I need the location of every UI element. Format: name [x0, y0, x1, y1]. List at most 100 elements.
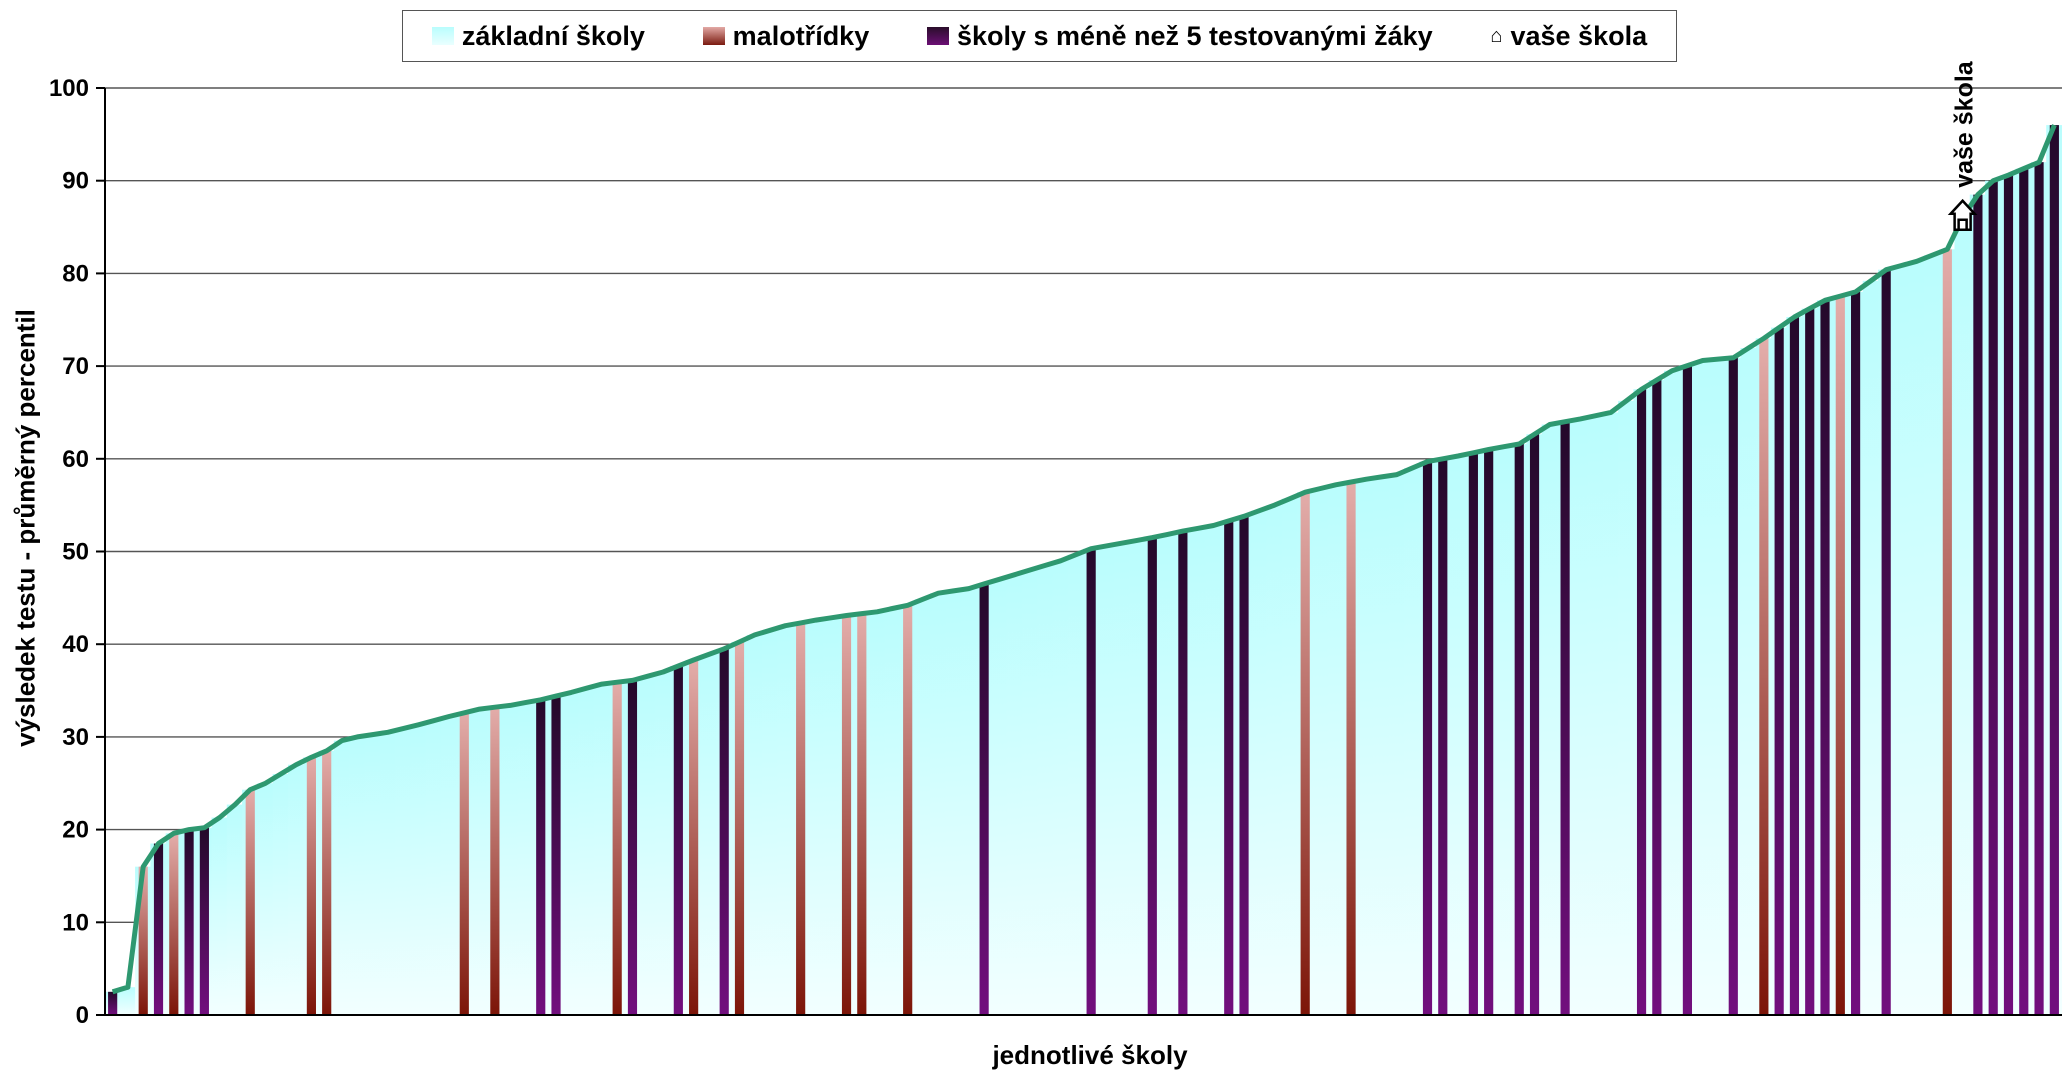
bar-male-skoly	[1178, 531, 1188, 1015]
legend-label-zakladni: základní školy	[461, 20, 645, 51]
bar-zakladni	[1098, 545, 1115, 1015]
bar-zakladni	[440, 716, 458, 1015]
bar-male-skoly	[1147, 537, 1157, 1015]
bar-zakladni	[272, 773, 289, 1015]
bar-zakladni	[884, 608, 901, 1015]
legend-item-zakladni: základní školy	[431, 20, 645, 52]
y-tick-label: 30	[62, 724, 89, 751]
bar-malotridky	[1300, 492, 1310, 1015]
bar-male-skoly	[719, 648, 729, 1015]
bar-zakladni	[1893, 265, 1910, 1015]
bar-zakladni	[1266, 505, 1283, 1015]
bar-male-skoly	[1728, 357, 1738, 1016]
bar-zakladni	[471, 709, 488, 1015]
bar-malotridky	[903, 605, 913, 1015]
y-tick-label: 10	[62, 909, 89, 936]
bar-male-skoly	[1682, 365, 1693, 1016]
bar-male-skoly	[1805, 308, 1815, 1016]
bar-zakladni	[868, 611, 886, 1015]
bar-male-skoly	[979, 583, 989, 1015]
bar-male-skoly	[1851, 291, 1861, 1015]
bar-zakladni	[226, 804, 244, 1015]
bar-male-skoly	[1529, 434, 1540, 1015]
bar-malotridky	[1942, 249, 1952, 1016]
bar-zakladni	[1449, 456, 1467, 1015]
bars	[104, 125, 2062, 1016]
legend-swatch-male-skoly	[926, 27, 949, 45]
bar-male-skoly	[1484, 449, 1494, 1015]
bar-male-skoly	[1514, 443, 1524, 1015]
bar-zakladni	[1388, 474, 1406, 1016]
bar-zakladni	[823, 617, 840, 1015]
legend: základní školy malotřídky školy s méně n…	[402, 10, 1677, 62]
bar-zakladni	[379, 732, 396, 1015]
bar-zakladni	[1694, 360, 1711, 1016]
y-axis-label: výsledek testu - průměrný percentil	[10, 309, 41, 747]
bar-male-skoly	[1789, 316, 1800, 1015]
bar-zakladni	[1067, 554, 1084, 1015]
bar-male-skoly	[551, 696, 561, 1015]
bar-zakladni	[914, 599, 932, 1015]
bar-malotridky	[245, 789, 255, 1015]
axes: 0 10 20 30 40 50 60 70 80 90 100	[49, 75, 2062, 1029]
bar-zakladni	[287, 764, 305, 1015]
bar-zakladni	[1358, 479, 1375, 1016]
bar-male-skoly	[2049, 125, 2059, 1015]
bar-male-skoly	[1468, 452, 1478, 1015]
bar-male-skoly	[1224, 520, 1234, 1015]
bar-malotridky	[306, 757, 316, 1015]
house-icon-shape	[1947, 198, 1978, 232]
bar-zakladni	[1312, 488, 1329, 1015]
bar-zakladni	[1908, 261, 1925, 1015]
bar-male-skoly	[2034, 162, 2044, 1015]
bar-zakladni	[1587, 415, 1604, 1016]
bar-zakladni	[1709, 359, 1727, 1016]
y-tick-label: 90	[62, 168, 89, 195]
bar-malotridky	[322, 750, 332, 1015]
bar-zakladni	[1006, 574, 1023, 1015]
bar-malotridky	[490, 707, 500, 1015]
bar-zakladni	[257, 783, 274, 1015]
legend-swatch-zakladni	[431, 27, 454, 45]
y-tick-label: 40	[62, 631, 89, 658]
bar-male-skoly	[1988, 180, 1998, 1015]
bar-zakladni	[502, 705, 519, 1015]
bar-malotridky	[857, 613, 867, 1015]
bar-male-skoly	[199, 827, 209, 1015]
trend-line	[111, 124, 2057, 995]
bar-zakladni	[1618, 400, 1635, 1015]
bar-zakladni	[119, 987, 137, 1015]
legend-label-vase-skola: vaše škola	[1510, 20, 1648, 51]
bar-zakladni	[578, 688, 595, 1015]
bar-zakladni	[1128, 540, 1146, 1015]
bar-male-skoly	[1560, 421, 1570, 1016]
y-tick-label: 100	[49, 75, 89, 102]
bar-male-skoly	[2003, 175, 2014, 1015]
bar-zakladni	[991, 579, 1008, 1015]
bar-male-skoly	[1881, 269, 1891, 1015]
y-tick-label: 50	[62, 539, 89, 566]
bar-zakladni	[394, 728, 412, 1015]
y-tick-label: 80	[62, 260, 89, 287]
bar-zakladni	[333, 740, 351, 1015]
bar-male-skoly	[184, 829, 194, 1015]
legend-item-male-skoly: školy s méně než 5 testovanými žáky	[926, 20, 1433, 52]
bar-zakladni	[349, 736, 366, 1015]
bar-zakladni	[1190, 528, 1207, 1015]
bar-zakladni	[211, 817, 228, 1015]
bar-zakladni	[517, 702, 534, 1015]
trend-line-path	[111, 124, 2057, 995]
bar-zakladni	[1923, 255, 1941, 1016]
bar-zakladni	[563, 692, 580, 1015]
bar-zakladni	[639, 676, 656, 1015]
bar-zakladni	[1113, 543, 1130, 1015]
bar-male-skoly	[1820, 300, 1830, 1016]
bar-zakladni	[1495, 446, 1513, 1015]
bar-zakladni	[364, 734, 381, 1015]
bar-zakladni	[425, 720, 442, 1015]
bar-zakladni	[700, 654, 718, 1015]
bar-malotridky	[138, 866, 148, 1015]
legend-label-male-skoly: školy s méně než 5 testovanými žáky	[956, 20, 1433, 51]
bar-zakladni	[1037, 565, 1054, 1015]
